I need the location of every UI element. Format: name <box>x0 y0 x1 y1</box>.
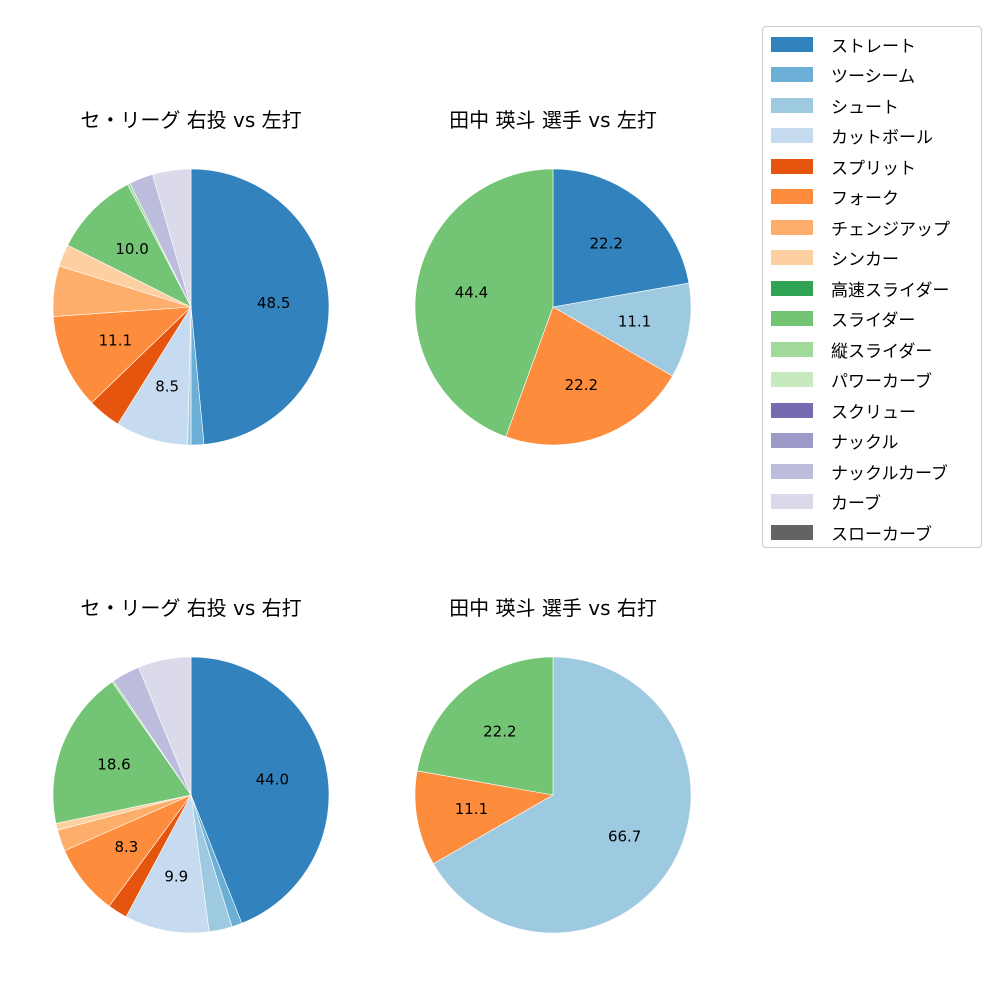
legend-label: パワーカーブ <box>831 372 932 392</box>
pie-value-label: 22.2 <box>565 376 598 394</box>
legend-swatch <box>771 311 813 326</box>
legend-item: カットボール <box>771 125 933 148</box>
legend-item: スライダー <box>771 308 916 331</box>
chart-title-league-vs-right: セ・リーグ 右投 vs 右打 <box>80 596 302 620</box>
pie-chart: 48.5 8.5 11.1 10.0 <box>52 168 330 446</box>
pie-slice <box>52 681 192 824</box>
legend-swatch <box>771 158 813 174</box>
legend-swatch <box>771 524 813 540</box>
legend-label: カーブ <box>831 494 881 514</box>
chart-title-player-vs-right: 田中 瑛斗 選手 vs 右打 <box>449 596 657 620</box>
pie-chart: 22.2 11.1 22.2 44.4 <box>414 168 692 446</box>
legend-swatch <box>771 250 813 265</box>
legend-swatch <box>771 67 813 82</box>
pie-slice <box>432 656 692 934</box>
legend-label: カットボール <box>831 128 933 148</box>
pie-value-label: 48.5 <box>257 294 290 312</box>
legend-swatch <box>771 280 813 296</box>
legend-item: パワーカーブ <box>771 369 932 392</box>
legend-label: ストレート <box>831 36 916 57</box>
pie-value-label: 8.3 <box>114 838 138 856</box>
legend-label: フォーク <box>831 189 899 209</box>
legend-swatch <box>771 402 813 418</box>
legend-item: スクリュー <box>771 399 916 423</box>
pie-chart: 66.7 11.1 22.2 <box>414 656 692 934</box>
pie-slice <box>505 306 673 446</box>
pie-chart: 44.0 9.9 8.3 18.6 <box>52 656 330 934</box>
pie-value-label: 44.4 <box>455 284 488 302</box>
pie-value-label: 66.7 <box>608 827 641 845</box>
legend-label: ナックル <box>831 433 899 453</box>
legend-item: スローカーブ <box>771 521 932 545</box>
legend-swatch <box>771 36 813 52</box>
pie-slice <box>190 656 330 924</box>
pie-slice <box>552 168 690 308</box>
legend-swatch <box>771 128 813 143</box>
legend-item: 縦スライダー <box>771 338 933 362</box>
legend-swatch <box>771 494 813 509</box>
legend-swatch <box>771 189 813 204</box>
legend-swatch <box>771 341 813 357</box>
legend-label: スローカーブ <box>831 524 932 545</box>
legend-swatch <box>771 372 813 387</box>
legend-item: シュート <box>771 94 899 118</box>
legend-label: スプリット <box>831 158 916 179</box>
pie-slice <box>125 794 210 934</box>
legend: ストレートツーシームシュートカットボール スプリットフォークチェンジアップ シンカー… <box>762 26 982 548</box>
legend-swatch <box>771 463 813 479</box>
legend-label: スクリュー <box>831 402 916 423</box>
legend-swatch <box>771 97 813 113</box>
pie-slice <box>552 282 692 377</box>
legend-label: シュート <box>831 97 899 118</box>
pie-value-label: 18.6 <box>97 756 130 774</box>
pie-slice <box>414 168 554 438</box>
chart-title-league-vs-left: セ・リーグ 右投 vs 左打 <box>80 108 302 132</box>
pie-value-label: 10.0 <box>115 240 148 258</box>
legend-item: 高速スライダー <box>771 277 950 301</box>
pie-value-label: 22.2 <box>483 723 516 741</box>
legend-item: ツーシーム <box>771 64 916 87</box>
legend-label: 縦スライダー <box>831 341 933 362</box>
legend-item: ストレート <box>771 33 916 57</box>
legend-item: スプリット <box>771 155 916 179</box>
pie-slice <box>67 184 192 308</box>
pie-slice <box>53 306 192 404</box>
legend-label: スライダー <box>831 311 916 331</box>
legend-item: ナックルカーブ <box>771 460 948 484</box>
legend-label: ツーシーム <box>831 67 916 87</box>
pie-value-label: 8.5 <box>155 377 179 395</box>
pie-value-label: 11.1 <box>99 332 132 350</box>
pie-slice <box>152 168 192 308</box>
pie-slice <box>190 168 330 445</box>
legend-item: カーブ <box>771 491 881 514</box>
legend-label: シンカー <box>831 250 899 270</box>
pie-value-label: 11.1 <box>618 312 651 330</box>
pie-value-label: 9.9 <box>164 867 188 885</box>
legend-label: ナックルカーブ <box>831 463 948 484</box>
legend-item: フォーク <box>771 186 899 209</box>
chart-title-player-vs-left: 田中 瑛斗 選手 vs 左打 <box>449 108 657 132</box>
pie-value-label: 22.2 <box>590 235 623 253</box>
legend-label: チェンジアップ <box>831 219 950 240</box>
pie-slice <box>416 656 554 796</box>
legend-swatch <box>771 433 813 448</box>
pie-value-label: 44.0 <box>256 770 289 788</box>
pie-slice <box>138 656 192 796</box>
pie-slice <box>414 770 554 865</box>
legend-label: 高速スライダー <box>831 280 950 301</box>
legend-item: チェンジアップ <box>771 216 950 240</box>
legend-item: シンカー <box>771 247 899 270</box>
pie-value-label: 11.1 <box>455 800 488 818</box>
legend-swatch <box>771 219 813 235</box>
legend-item: ナックル <box>771 430 899 453</box>
